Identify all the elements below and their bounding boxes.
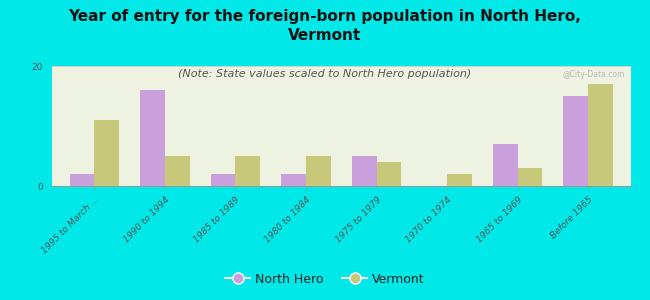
Bar bbox=[376, 162, 401, 186]
Legend: North Hero, Vermont: North Hero, Vermont bbox=[220, 268, 430, 291]
Bar bbox=[140, 90, 165, 186]
Bar bbox=[517, 168, 542, 186]
Bar bbox=[352, 156, 376, 186]
Bar bbox=[493, 144, 517, 186]
Text: (Note: State values scaled to North Hero population): (Note: State values scaled to North Hero… bbox=[178, 69, 472, 79]
Bar bbox=[306, 156, 331, 186]
Bar bbox=[447, 174, 472, 186]
Text: Year of entry for the foreign-born population in North Hero,
Vermont: Year of entry for the foreign-born popul… bbox=[68, 9, 582, 43]
Bar bbox=[70, 174, 94, 186]
Bar bbox=[235, 156, 260, 186]
Bar bbox=[94, 120, 119, 186]
Bar bbox=[281, 174, 306, 186]
Bar bbox=[165, 156, 190, 186]
Bar bbox=[588, 84, 613, 186]
Text: @City-Data.com: @City-Data.com bbox=[562, 70, 625, 79]
Bar bbox=[211, 174, 235, 186]
Bar bbox=[564, 96, 588, 186]
